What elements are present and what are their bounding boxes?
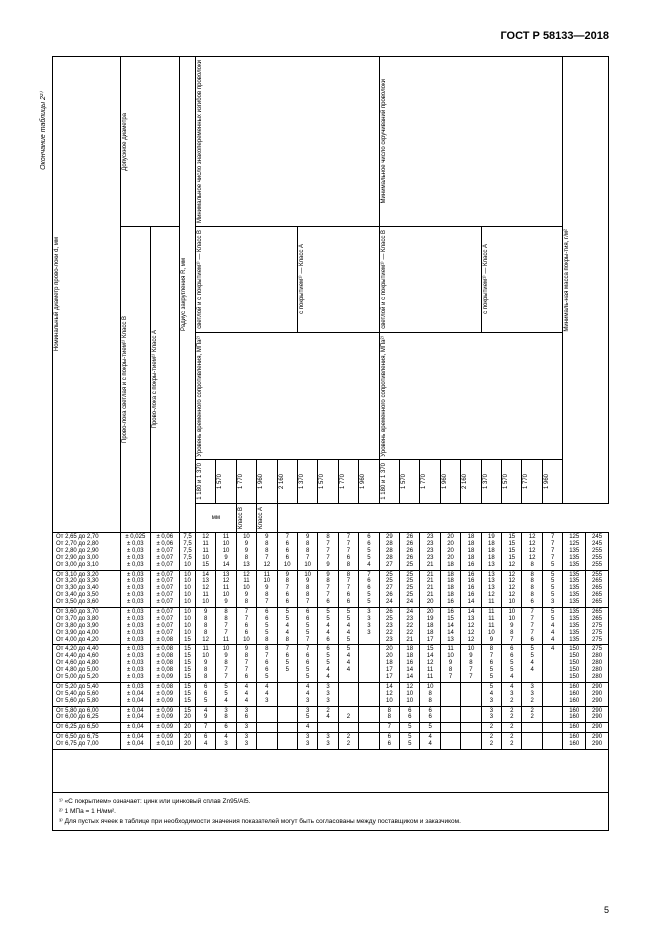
th-mass: Минималь-ная масса покры-тия, г/м² — [564, 227, 571, 334]
th-tol-b: Прово-лока светлая и с покры-тием¹⁾ Клас… — [122, 314, 129, 445]
cell-nominal: От 6,25 до 6,50 — [53, 723, 121, 733]
cell-nominal: От 4,20 до 4,40От 4,40 до 4,60От 4,60 до… — [53, 645, 121, 682]
table-notes: ¹⁾ «С покрытием» означает: цинк или цинк… — [52, 793, 609, 831]
note-3: ³⁾ Для пустых ячеек в таблице при необхо… — [59, 817, 602, 827]
th-bends: Минимальное число знакопеременных изгибо… — [197, 58, 204, 225]
cell-nominal: От 3,10 до 3,20От 3,20 до 3,30От 3,30 до… — [53, 570, 121, 607]
cell-nominal: От 5,80 до 6,00От 6,00 до 6,25 — [53, 706, 121, 723]
th-twists: Минимальное число скручиваний проволоки — [381, 77, 388, 205]
cell-nominal: От 6,50 до 6,75От 6,75 до 7,00 — [53, 733, 121, 750]
table-caption: Окончание таблицы 2²⁾ — [40, 92, 48, 170]
note-2: ²⁾ 1 МПа = 1 Н/мм². — [59, 807, 602, 817]
th-radius: Радиус закругления R, мм — [181, 256, 188, 333]
th-sb2: светлой и с покрытием¹⁾ — Класс B — [381, 228, 388, 331]
th-sb1: светлой и с покрытием¹⁾ — Класс B — [197, 228, 204, 331]
cell-nominal: От 3,60 до 3,70От 3,70 до 3,80От 3,80 до… — [53, 608, 121, 645]
th-str1: Уровень временного сопротивления, МПа²⁾ — [197, 334, 204, 459]
table-row: От 6,25 до 6,50± 0,04± 0,0920763 4 755 2… — [53, 723, 609, 733]
doc-header: ГОСТ Р 58133—2018 — [52, 30, 609, 42]
th-a2: c покрытием¹⁾ — Класс A — [483, 242, 490, 316]
spec-table: Номинальный диаметр прово-локи d, мм Доп… — [52, 56, 609, 793]
cell-nominal: От 5,20 до 5,40От 5,40 до 5,60От 5,60 до… — [53, 682, 121, 706]
th-str2: Уровень временного сопротивления, МПа²⁾ — [381, 334, 388, 459]
th-a1: c покрытием¹⁾ — Класс A — [299, 242, 306, 316]
th-nominal: Номинальный диаметр прово-локи d, мм — [54, 235, 61, 353]
th-tol-a: Прово-лока с покры-тием¹⁾ Класс A — [152, 328, 159, 430]
th-tol: Допускное диаметра — [122, 111, 129, 173]
note-1: ¹⁾ «С покрытием» означает: цинк или цинк… — [59, 797, 602, 807]
page-number: 5 — [604, 905, 609, 915]
cell-nominal: От 2,65 до 2,70От 2,70 до 2,80От 2,80 до… — [53, 533, 121, 570]
